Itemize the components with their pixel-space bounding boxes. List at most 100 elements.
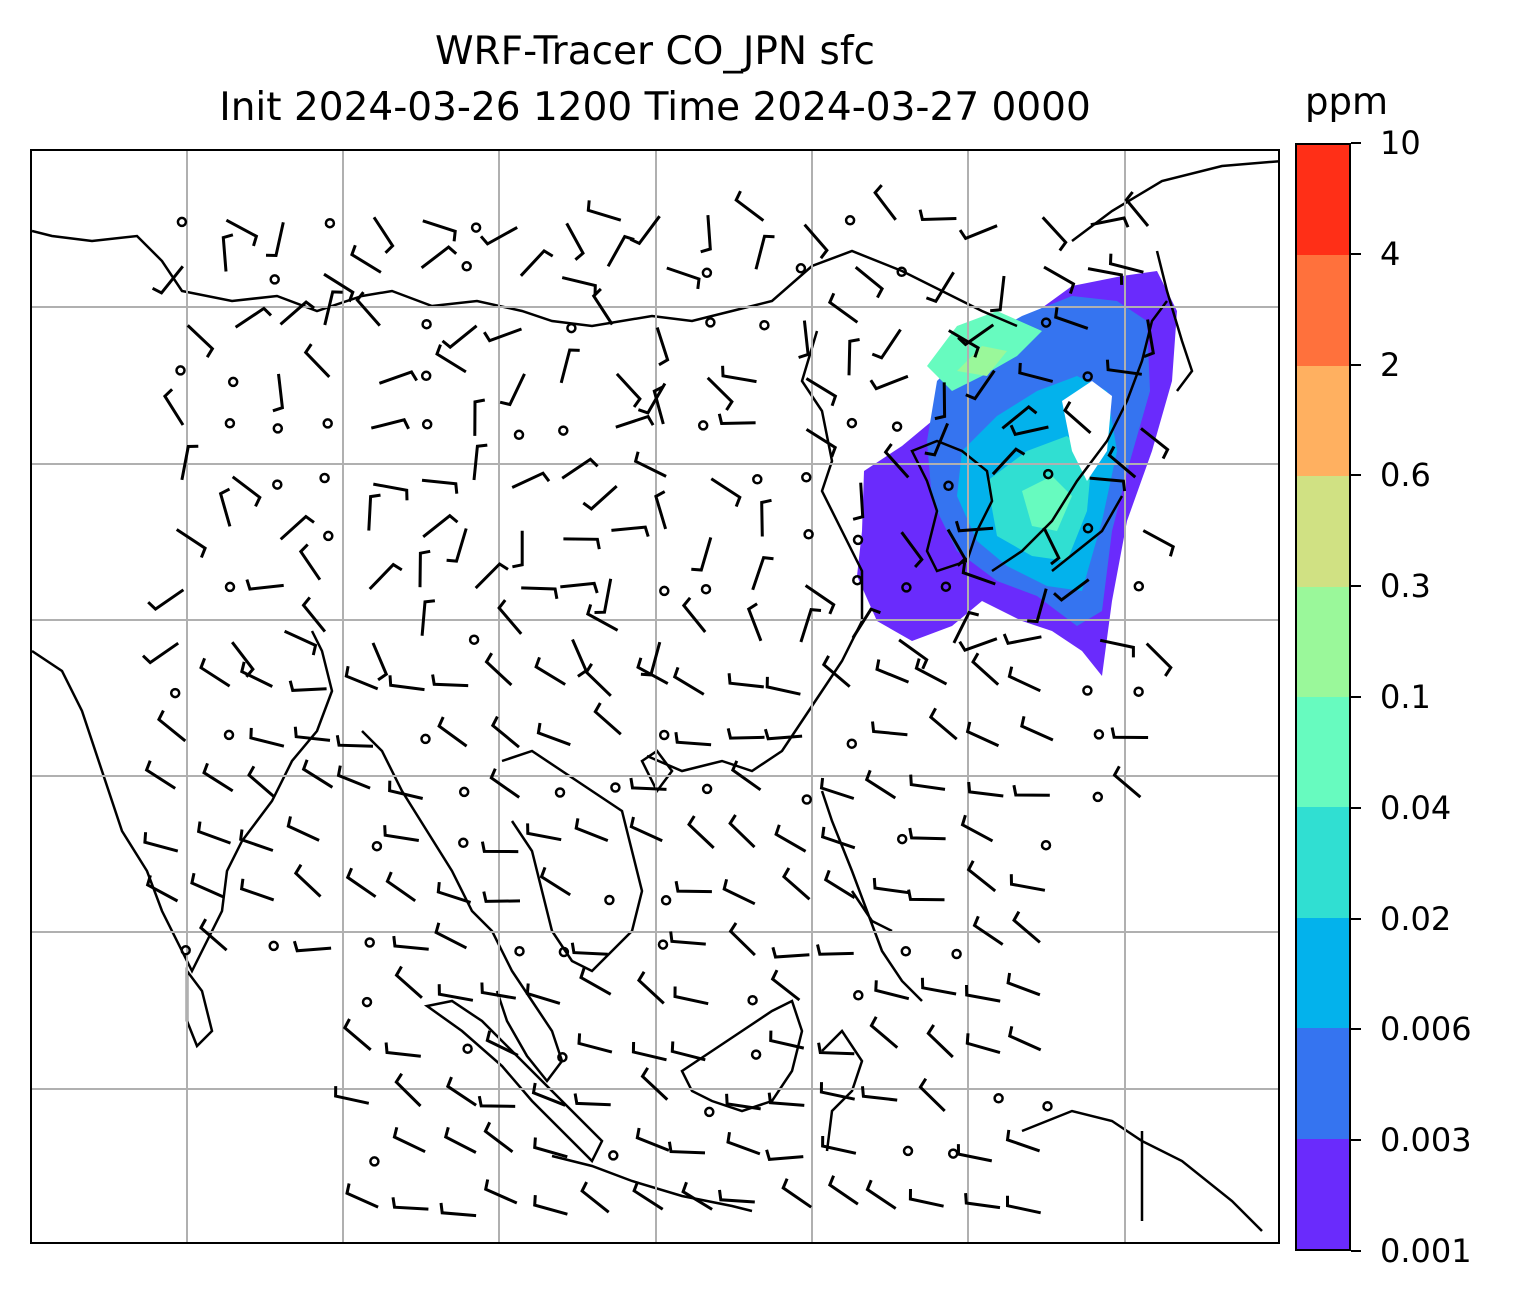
- wind-calm-circle: [169, 687, 181, 699]
- wind-barb: [483, 1121, 514, 1153]
- wind-barb: [908, 827, 946, 841]
- wind-barb: [202, 762, 234, 793]
- wind-barb: [265, 221, 285, 258]
- wind-calm-circle: [322, 418, 333, 429]
- wind-barb: [479, 226, 518, 246]
- wind-barb: [534, 656, 566, 686]
- wind-barb: [145, 874, 179, 903]
- wind-barb: [1002, 633, 1042, 646]
- wind-calm-circle: [176, 216, 188, 228]
- wind-calm-circle: [701, 783, 713, 795]
- wind-barb: [582, 484, 618, 511]
- wind-barbs: [141, 184, 1175, 1218]
- wind-calm-circle: [364, 937, 375, 948]
- wind-calm-circle: [323, 530, 334, 542]
- colorbar-label: 0.001: [1380, 1232, 1472, 1270]
- colorbar-label: 0.1: [1380, 678, 1431, 716]
- wind-calm-circle: [993, 1093, 1004, 1104]
- wind-barb: [591, 287, 614, 326]
- wind-barb: [633, 451, 667, 478]
- wind-barb: [225, 218, 259, 247]
- wind-calm-circle: [224, 581, 236, 593]
- wind-calm-circle: [852, 574, 863, 586]
- wind-barb: [1090, 216, 1130, 228]
- wind-barb: [908, 1188, 944, 1208]
- wind-barb: [388, 780, 424, 800]
- wind-calm-circle: [947, 1148, 959, 1159]
- wind-barb: [234, 306, 273, 329]
- wind-calm-circle: [701, 267, 713, 279]
- wind-barb: [920, 977, 957, 996]
- wind-barb: [1124, 191, 1150, 227]
- wind-barb: [700, 214, 712, 254]
- wind-barb: [477, 1095, 516, 1108]
- wind-barb: [710, 477, 742, 508]
- wind-barb: [586, 603, 619, 632]
- wind-calm-circle: [1093, 729, 1105, 740]
- wind-calm-circle: [369, 1156, 380, 1167]
- wind-barb: [635, 1127, 670, 1152]
- wind-barb: [372, 216, 395, 254]
- colorbar-segment: [1297, 365, 1349, 477]
- colorbar-label: 0.04: [1380, 788, 1452, 827]
- gridlines: [32, 151, 1278, 1242]
- wind-barb: [175, 528, 207, 559]
- wind-calm-circle: [657, 939, 669, 950]
- wind-calm-circle: [268, 940, 279, 952]
- colorbar-tick: [1351, 1250, 1361, 1252]
- colorbar-tick: [1351, 806, 1361, 809]
- wind-barb: [823, 869, 856, 899]
- colorbar-tick: [1351, 1028, 1361, 1031]
- wind-barb: [798, 320, 810, 359]
- wind-barb: [730, 760, 762, 792]
- wind-barb: [767, 1092, 805, 1107]
- wind-calm-circle: [458, 837, 469, 849]
- wind-barb: [869, 374, 909, 391]
- wind-barb: [483, 1179, 518, 1205]
- map-title: WRF-Tracer CO_JPN sfc: [435, 29, 875, 74]
- wind-barb: [1145, 642, 1173, 677]
- wind-barb: [1006, 1195, 1042, 1215]
- wind-calm-circle: [1082, 371, 1093, 382]
- wind-barb: [218, 487, 232, 527]
- wind-barb: [632, 1180, 664, 1211]
- wind-calm-circle: [801, 472, 812, 483]
- wind-calm-circle: [752, 474, 763, 485]
- wind-barb: [972, 915, 1004, 946]
- colorbar-label: 0.02: [1380, 899, 1452, 938]
- wind-barb: [774, 824, 807, 853]
- colorbar-segment: [1297, 807, 1349, 918]
- wind-calm-circle: [896, 833, 908, 845]
- wind-barb: [519, 248, 554, 277]
- wind-barb: [804, 584, 836, 615]
- wind-barb: [490, 715, 520, 749]
- colorbar-label: 2: [1380, 345, 1401, 384]
- coast-hainan: [640, 749, 674, 794]
- wind-barb: [480, 982, 517, 1000]
- wind-barb: [392, 1126, 426, 1154]
- wind-barb: [1089, 476, 1127, 492]
- wind-barb: [151, 265, 184, 295]
- wind-barb: [872, 877, 909, 895]
- wind-calm-circle: [1082, 685, 1093, 696]
- wind-barb: [965, 1033, 1001, 1055]
- wind-calm-circle: [319, 472, 330, 484]
- wind-barb: [435, 344, 467, 374]
- wind-barb: [629, 816, 663, 843]
- wind-barb: [573, 1093, 611, 1107]
- wind-barb: [769, 1030, 805, 1050]
- wind-barb: [763, 728, 803, 741]
- wind-barb: [378, 370, 418, 385]
- wind-calm-circle: [608, 1150, 619, 1161]
- wind-barb: [199, 918, 228, 952]
- colorbar: [1295, 143, 1351, 1251]
- wind-barb: [574, 818, 609, 842]
- wind-barb: [803, 223, 829, 260]
- wind-barb: [143, 832, 179, 853]
- wind-barb: [718, 1189, 755, 1204]
- wind-calm-circle: [1042, 468, 1054, 480]
- wind-barb: [1107, 445, 1137, 479]
- wind-barb: [272, 373, 285, 413]
- wind-barb: [180, 444, 199, 481]
- colorbar-tick: [1351, 252, 1361, 255]
